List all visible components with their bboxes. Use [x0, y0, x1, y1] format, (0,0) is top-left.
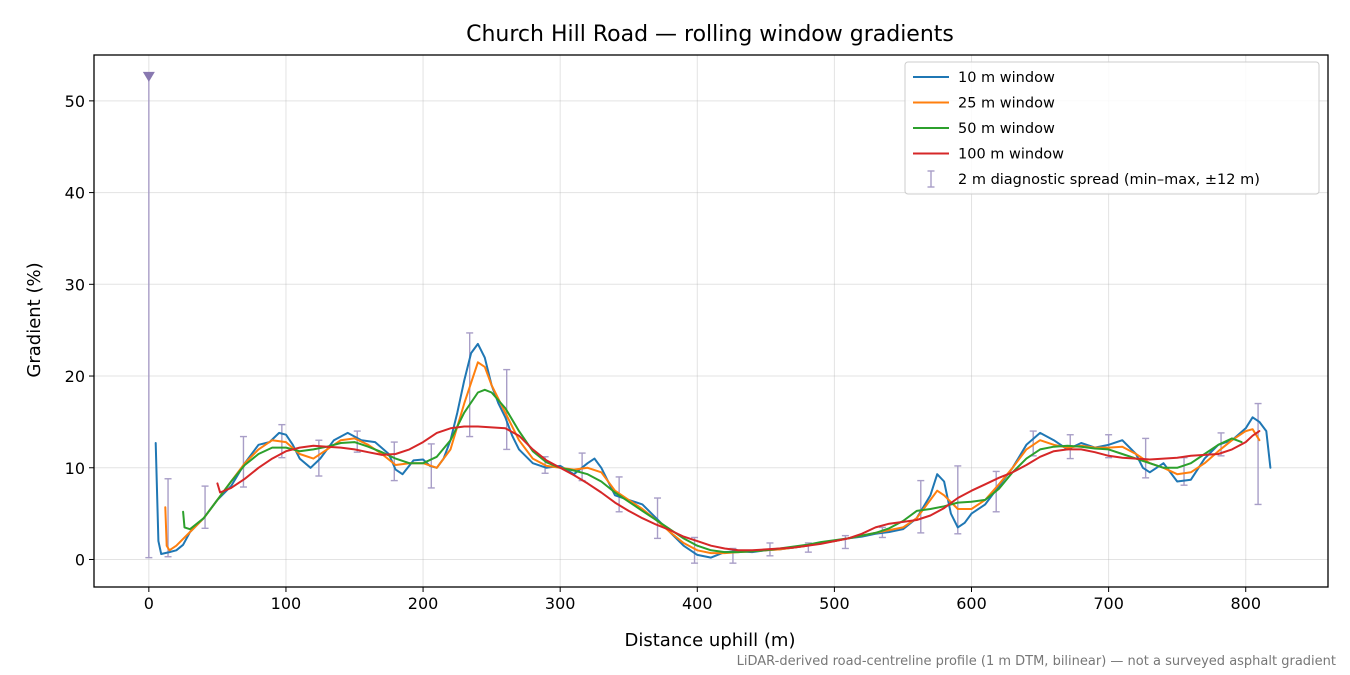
error-bar: [917, 479, 925, 534]
x-tick-label: 200: [408, 594, 439, 613]
error-bar: [1105, 434, 1113, 459]
x-tick-label: 800: [1230, 594, 1261, 613]
error-bar: [954, 465, 962, 535]
error-bar: [390, 441, 398, 482]
legend-label: 50 m window: [958, 121, 1055, 137]
series-line: [216, 425, 1261, 552]
footnote: LiDAR-derived road-centreline profile (1…: [737, 654, 1336, 669]
legend-label: 25 m window: [958, 96, 1055, 112]
legend-entry: 50 m window: [913, 121, 1055, 137]
legend-entry: 10 m window: [913, 70, 1055, 86]
error-bar: [1142, 437, 1150, 479]
x-tick-label: 300: [545, 594, 576, 613]
error-bars: [142, 71, 1262, 564]
legend-label: 10 m window: [958, 70, 1055, 86]
x-tick-label: 500: [819, 594, 850, 613]
series-line: [182, 388, 1243, 554]
x-tick-label: 0: [144, 594, 154, 613]
x-tick-label: 600: [956, 594, 987, 613]
y-tick-label: 30: [65, 275, 85, 294]
series-line: [164, 361, 1261, 555]
off-scale-marker: [142, 71, 155, 82]
y-tick-label: 40: [65, 184, 85, 203]
chart-title: Church Hill Road — rolling window gradie…: [466, 22, 954, 47]
x-tick-label: 100: [271, 594, 302, 613]
y-axis-title: Gradient (%): [24, 262, 45, 377]
legend-entry: 25 m window: [913, 96, 1055, 112]
y-tick-label: 50: [65, 92, 85, 111]
error-bar: [201, 485, 209, 529]
x-tick-label: 700: [1093, 594, 1124, 613]
error-bar: [142, 71, 155, 559]
axis-ticks: 0 100 200 300 400 500 600 700 800 0 10 20 30 40 50: [65, 92, 1261, 613]
legend-label: 2 m diagnostic spread (min–max, ±12 m): [958, 172, 1260, 188]
legend: 10 m window 25 m window 50 m window 100 m w…: [904, 61, 1320, 195]
legend-label: 100 m window: [958, 147, 1064, 163]
series-lines: [154, 342, 1272, 559]
error-bar: [164, 478, 172, 558]
y-tick-label: 0: [75, 550, 85, 569]
x-tick-label: 400: [682, 594, 713, 613]
series-line: [154, 342, 1272, 559]
y-tick-label: 20: [65, 367, 85, 386]
error-bar: [691, 536, 699, 564]
y-tick-label: 10: [65, 459, 85, 478]
legend-entry: 2 m diagnostic spread (min–max, ±12 m): [927, 170, 1260, 188]
legend-entry: 100 m window: [913, 147, 1064, 163]
plot-area: [93, 54, 1329, 588]
legend-box: [904, 61, 1320, 195]
x-axis-title: Distance uphill (m): [625, 630, 796, 651]
error-bar: [353, 430, 361, 453]
